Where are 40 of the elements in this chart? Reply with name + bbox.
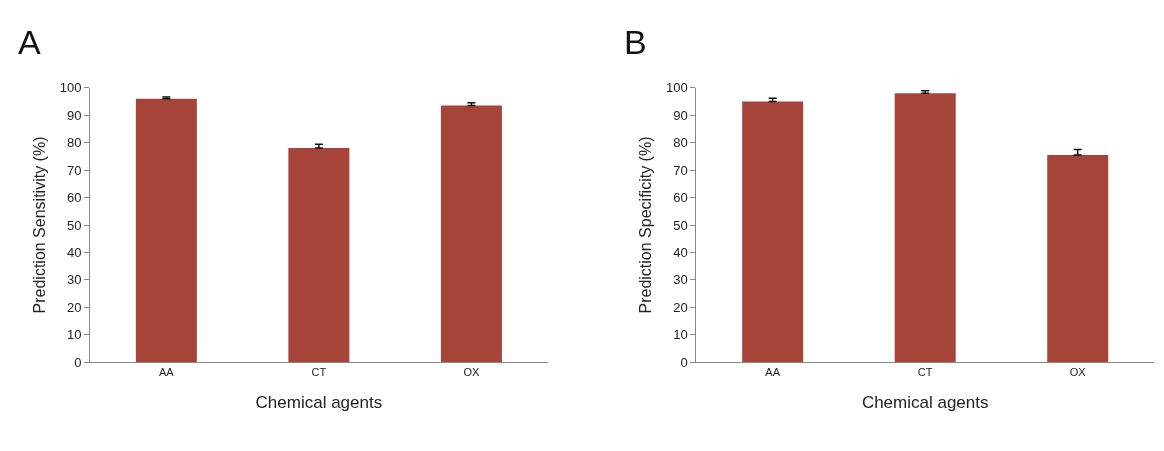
y-tick-label: 60 [673,190,688,206]
y-tick-label: 50 [673,217,688,233]
bar [742,101,804,363]
y-tick-label: 40 [673,245,688,261]
x-tick-label: CT [311,366,327,379]
y-tick-label: 80 [67,135,82,151]
y-tick-label: 80 [673,135,688,151]
chart-title: B [624,23,647,61]
x-axis-title: Chemical agents [255,392,383,412]
y-tick-label: 0 [74,354,82,370]
bar [135,98,197,363]
y-tick-label: 30 [67,272,82,288]
y-tick-label: 50 [67,217,82,233]
bar [1047,154,1109,363]
bar [894,93,956,363]
x-axis-title: Chemical agents [861,392,989,412]
x-tick-label: AA [765,366,781,379]
chart-title: A [18,23,41,61]
y-tick-label: 20 [67,299,82,315]
y-tick-label: 70 [673,162,688,178]
y-tick-label: 60 [67,190,82,206]
y-tick-label: 10 [67,327,82,343]
x-tick-label: OX [463,366,481,379]
y-tick-label: 100 [666,80,688,96]
y-tick-label: 90 [67,107,82,123]
bar [288,148,350,363]
x-tick-label: OX [1069,366,1087,379]
y-tick-label: 30 [673,272,688,288]
y-axis-title: Prediction Sensitivity (%) [30,136,48,314]
x-tick-label: AA [159,366,175,379]
y-tick-label: 10 [673,327,688,343]
y-axis-title: Prediction Specificity (%) [637,136,654,314]
y-tick-label: 0 [680,354,688,370]
y-tick-label: 90 [673,107,688,123]
bar [440,105,502,363]
y-tick-label: 20 [673,299,688,315]
y-tick-label: 70 [67,162,82,178]
y-tick-label: 100 [59,80,82,96]
y-tick-label: 40 [67,245,82,261]
x-tick-label: CT [917,366,933,379]
